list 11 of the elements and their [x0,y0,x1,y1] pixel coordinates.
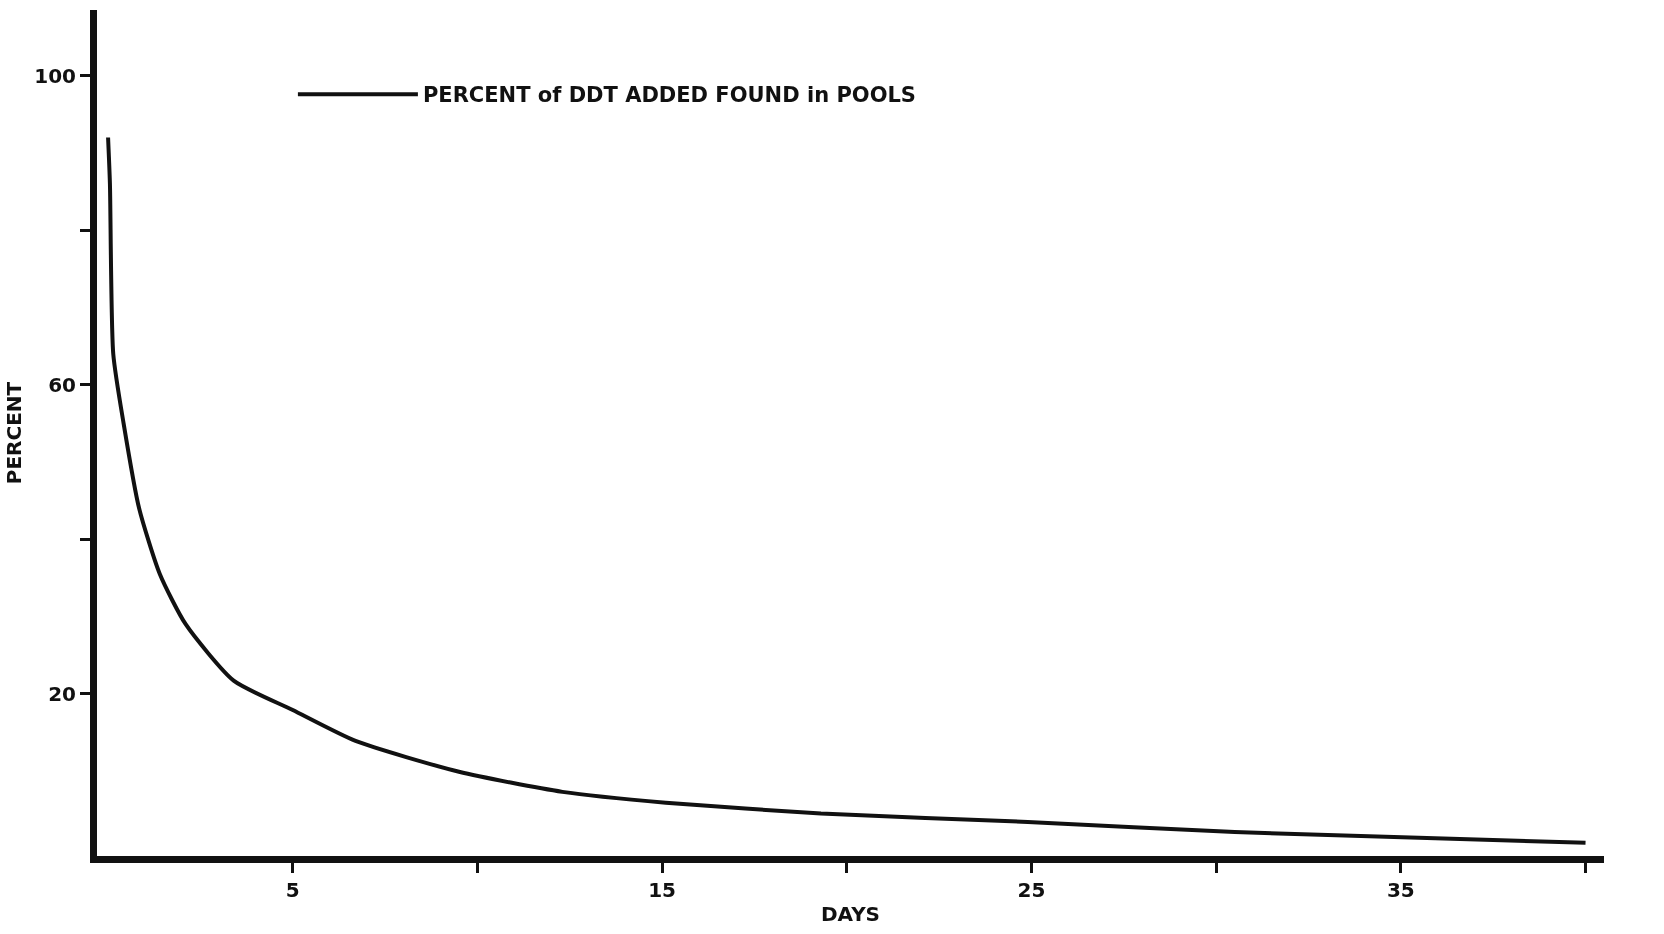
y-tick-label: 60 [48,372,76,397]
y-axis-title: PERCENT [1,381,26,485]
y-tick-label: 20 [48,681,76,706]
line-series [106,135,1588,845]
x-tick-label: 35 [1386,878,1415,902]
x-tick-label: 15 [648,878,677,902]
x-axis-title: DAYS [820,901,881,926]
y-tick-label: 100 [34,63,76,88]
x-tick-label: 5 [285,878,300,902]
text: PERCENT of DDT ADDED FOUND in POOLS [422,83,916,108]
x-tick-label: 25 [1017,878,1046,902]
